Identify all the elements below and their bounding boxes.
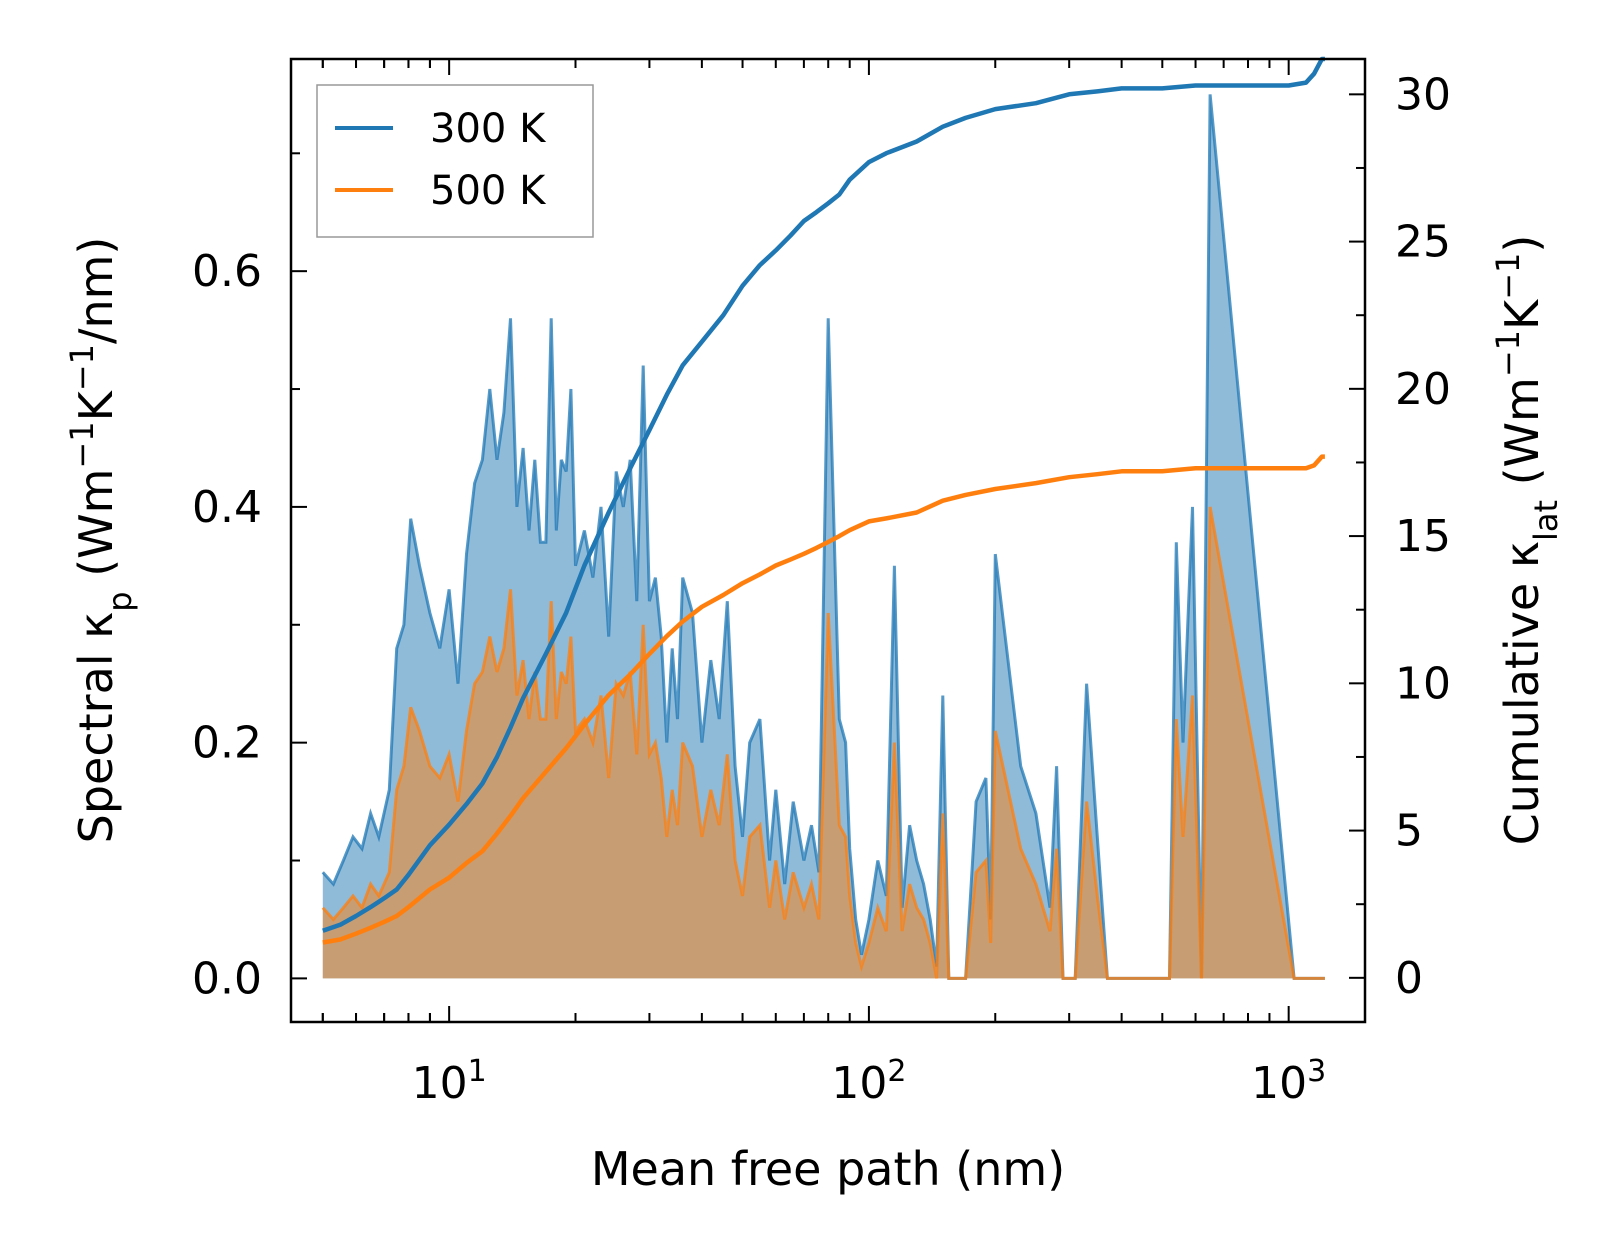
svg-text:Cumulative κlat (Wm−1K−1): Cumulative κlat (Wm−1K−1) bbox=[1489, 235, 1565, 846]
x-ticks: 101 102 103 bbox=[321, 59, 1326, 1110]
y-right-tick-label: 5 bbox=[1395, 806, 1423, 857]
y-left-tick-label: 0.6 bbox=[192, 246, 262, 297]
x-axis-title: Mean free path (nm) bbox=[591, 1142, 1065, 1196]
y-right-tick-label: 15 bbox=[1395, 511, 1451, 562]
y-left-axis-title: Spectral κp (Wm−1K−1/nm) bbox=[63, 237, 139, 844]
x-tick-label: 103 bbox=[1251, 1054, 1326, 1110]
legend-label-500K: 500 K bbox=[430, 168, 547, 214]
y-right-axis-title: Cumulative κlat (Wm−1K−1) bbox=[1489, 235, 1565, 846]
legend-box bbox=[316, 84, 594, 238]
x-tick-label: 102 bbox=[831, 1054, 906, 1110]
legend-label-300K: 300 K bbox=[430, 106, 547, 152]
spectral-500K-outline bbox=[321, 506, 1325, 980]
y-left-tick-label: 0.2 bbox=[192, 718, 262, 769]
y-left-title-part: Spectral κ bbox=[69, 612, 123, 844]
y-left-tick-label: 0.0 bbox=[192, 953, 262, 1004]
y-left-ticks: 0.0 0.2 0.4 0.6 bbox=[192, 152, 307, 1004]
y-right-tick-label: 0 bbox=[1395, 953, 1423, 1004]
spectral-300K-outline bbox=[321, 94, 1325, 980]
y-right-tick-label: 20 bbox=[1395, 364, 1451, 415]
legend: 300 K 500 K bbox=[316, 84, 594, 238]
spectral-areas bbox=[321, 94, 1325, 980]
y-left-tick-label: 0.4 bbox=[192, 482, 262, 533]
y-right-tick-label: 25 bbox=[1395, 217, 1451, 268]
y-left-title-sub: p bbox=[101, 591, 139, 611]
cumulative-lines bbox=[322, 56, 1325, 945]
svg-text:Spectral κp (Wm−1K−1/nm): Spectral κp (Wm−1K−1/nm) bbox=[63, 237, 139, 844]
spectral-500K-fill bbox=[322, 506, 1325, 979]
y-right-tick-label: 30 bbox=[1395, 69, 1451, 120]
y-right-tick-label: 10 bbox=[1395, 658, 1451, 709]
cumulative-300K-line bbox=[322, 56, 1325, 933]
y-right-ticks: 0 5 10 15 20 25 30 bbox=[1349, 69, 1451, 1004]
x-tick-label: 101 bbox=[412, 1054, 487, 1110]
cumulative-500K-line bbox=[322, 454, 1325, 945]
